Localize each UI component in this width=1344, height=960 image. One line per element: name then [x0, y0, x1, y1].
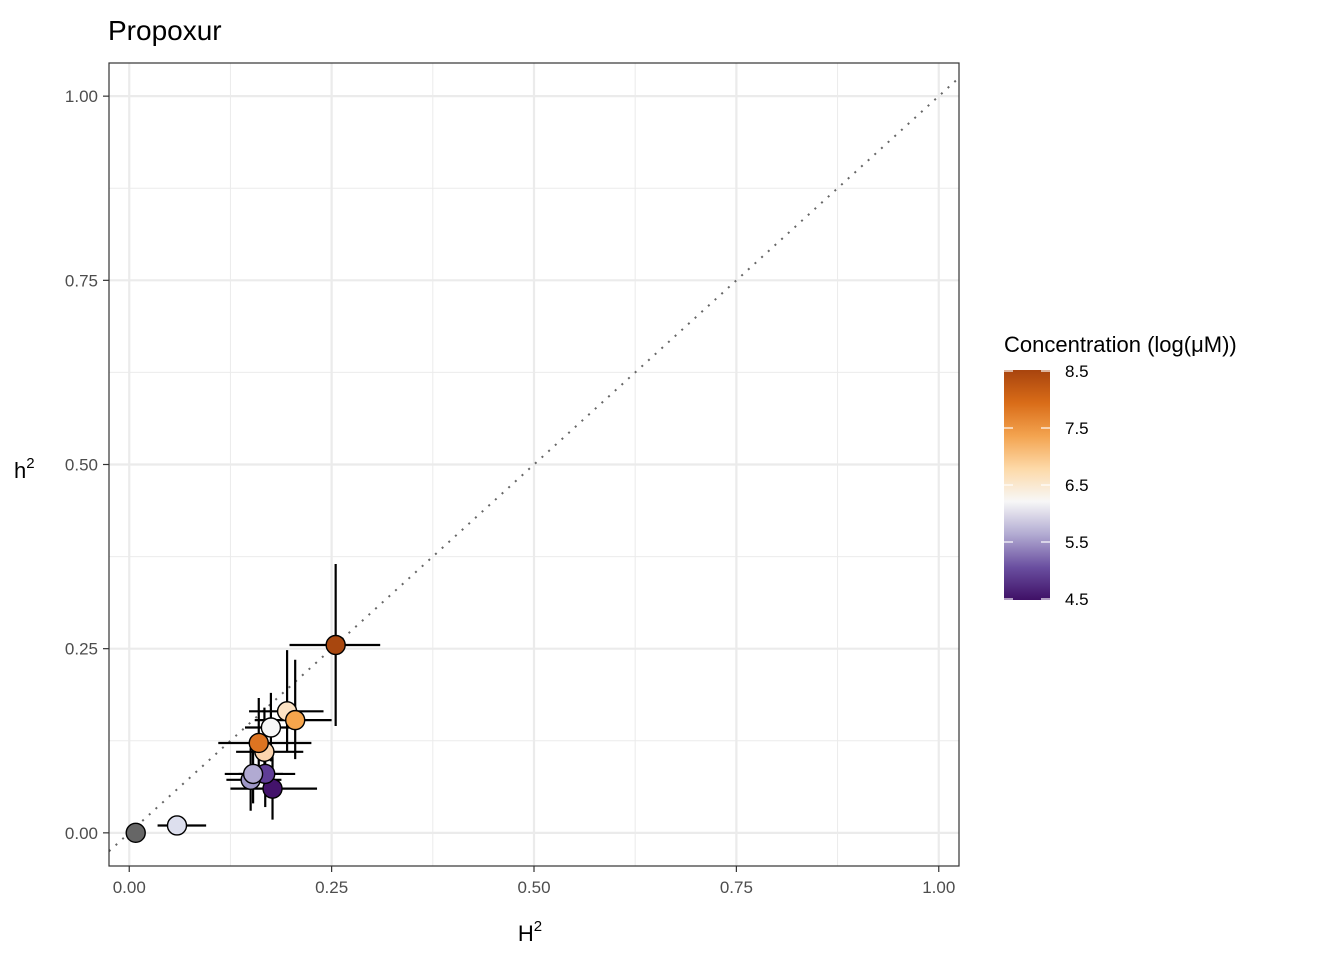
- y-axis: 0.00 0.25 0.50 0.75 1.00: [65, 87, 109, 843]
- data-point: [166, 815, 188, 836]
- data-point: [248, 732, 269, 754]
- y-tick-label: 0.75: [65, 271, 98, 290]
- color-legend: Concentration (log(μM)) 4.5 5.5 6.5 7.5 8.5: [1004, 332, 1237, 609]
- legend-tick-label: 8.5: [1065, 362, 1089, 381]
- legend-tick-label: 4.5: [1065, 590, 1089, 609]
- plot-panel: [108, 62, 960, 867]
- x-tick-label: 0.75: [720, 878, 753, 897]
- legend-ticks: 4.5 5.5 6.5 7.5 8.5: [1004, 362, 1089, 609]
- x-tick-label: 0.00: [113, 878, 146, 897]
- y-tick-label: 1.00: [65, 87, 98, 106]
- x-axis-title-superscript: 2: [534, 918, 542, 935]
- chart-title: Propoxur: [108, 15, 222, 46]
- data-point: [242, 763, 264, 785]
- legend-tick-label: 5.5: [1065, 533, 1089, 552]
- data-point: [125, 822, 146, 844]
- y-tick-label: 0.00: [65, 824, 98, 843]
- x-axis-title-text: H: [518, 921, 534, 946]
- legend-title: Concentration (log(μM)): [1004, 332, 1237, 357]
- major-gridlines: [109, 63, 959, 866]
- x-tick-label: 1.00: [922, 878, 955, 897]
- x-tick-label: 0.25: [315, 878, 348, 897]
- y-tick-label: 0.25: [65, 640, 98, 659]
- x-axis-title: H2: [518, 918, 542, 946]
- data-points: [125, 634, 346, 844]
- legend-tick-label: 7.5: [1065, 419, 1089, 438]
- x-tick-label: 0.50: [517, 878, 550, 897]
- data-point: [284, 709, 306, 731]
- data-point: [260, 717, 282, 738]
- y-axis-title: h2: [14, 455, 35, 483]
- y-axis-title-superscript: 2: [26, 455, 34, 472]
- legend-tick-label: 6.5: [1065, 476, 1089, 495]
- y-axis-title-text: h: [14, 458, 26, 483]
- x-axis: 0.00 0.25 0.50 0.75 1.00: [113, 866, 955, 897]
- data-point: [325, 634, 346, 656]
- y-tick-label: 0.50: [65, 456, 98, 475]
